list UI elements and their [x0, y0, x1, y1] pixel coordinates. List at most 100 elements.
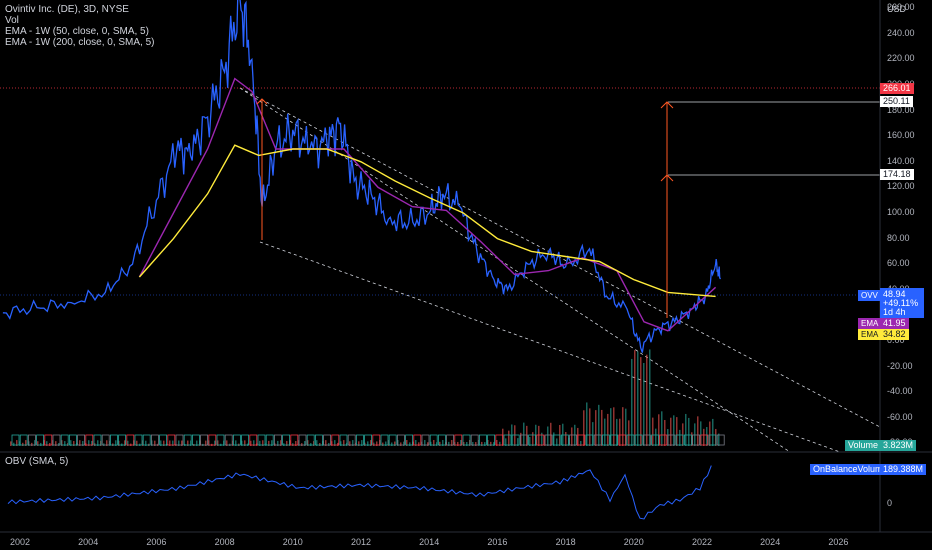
earnings-marker[interactable] — [60, 434, 69, 446]
earnings-marker[interactable] — [249, 434, 258, 446]
earnings-marker[interactable] — [708, 434, 717, 446]
obv-legend[interactable]: OBV (SMA, 5) — [5, 456, 69, 467]
earnings-marker[interactable] — [306, 434, 315, 446]
earnings-marker[interactable] — [700, 434, 709, 446]
earnings-marker[interactable] — [134, 434, 143, 446]
earnings-marker[interactable] — [429, 434, 438, 446]
earnings-marker[interactable] — [692, 434, 700, 446]
earnings-marker[interactable] — [175, 434, 184, 446]
earnings-marker[interactable] — [462, 434, 471, 446]
earnings-marker[interactable] — [610, 434, 618, 446]
earnings-marker[interactable] — [626, 434, 635, 446]
earnings-marker[interactable] — [618, 434, 627, 446]
earnings-marker[interactable] — [85, 434, 94, 446]
volume-bar — [640, 357, 642, 446]
earnings-marker[interactable] — [396, 434, 405, 446]
earnings-marker[interactable] — [503, 434, 512, 446]
earnings-marker[interactable] — [561, 434, 569, 446]
earnings-marker[interactable] — [372, 434, 381, 446]
earnings-marker[interactable] — [544, 434, 553, 446]
earnings-marker[interactable] — [552, 434, 561, 446]
ema50-line[interactable] — [138, 77, 717, 332]
earnings-marker[interactable] — [405, 434, 414, 446]
earnings-marker[interactable] — [634, 434, 643, 446]
earnings-marker[interactable] — [36, 434, 44, 446]
earnings-marker[interactable] — [659, 434, 668, 446]
vol-legend[interactable]: Vol — [5, 15, 19, 26]
earnings-marker[interactable] — [298, 434, 307, 446]
earnings-marker[interactable] — [101, 434, 110, 446]
earnings-marker[interactable] — [593, 434, 602, 446]
arrow-2008-head — [256, 98, 268, 105]
earnings-marker[interactable] — [528, 434, 536, 446]
earnings-marker[interactable] — [520, 434, 528, 446]
earnings-marker[interactable] — [347, 434, 356, 446]
symbol-title[interactable]: Ovintiv Inc. (DE), 3D, NYSE — [5, 4, 129, 15]
earnings-marker[interactable] — [216, 434, 225, 446]
earnings-marker[interactable] — [323, 434, 332, 446]
earnings-marker[interactable] — [602, 434, 610, 446]
ema50-legend[interactable]: EMA - 1W (50, close, 0, SMA, 5) — [5, 26, 149, 37]
earnings-marker[interactable] — [77, 434, 85, 446]
earnings-marker[interactable] — [273, 434, 282, 446]
earnings-marker[interactable] — [290, 434, 299, 446]
earnings-marker[interactable] — [355, 434, 364, 446]
earnings-marker[interactable] — [167, 434, 176, 446]
earnings-marker[interactable] — [364, 434, 373, 446]
earnings-marker[interactable] — [200, 434, 209, 446]
earnings-marker[interactable] — [44, 434, 53, 446]
earnings-marker[interactable] — [183, 434, 192, 446]
earnings-marker[interactable] — [52, 434, 61, 446]
earnings-marker[interactable] — [27, 434, 36, 446]
earnings-marker[interactable] — [651, 434, 659, 446]
earnings-marker[interactable] — [69, 434, 77, 446]
earnings-marker[interactable] — [380, 434, 389, 446]
earnings-marker[interactable] — [191, 434, 200, 446]
obv-line[interactable] — [7, 465, 712, 520]
earnings-marker[interactable] — [282, 434, 291, 446]
earnings-marker[interactable] — [446, 434, 455, 446]
earnings-marker[interactable] — [208, 434, 217, 446]
earnings-marker[interactable] — [331, 434, 340, 446]
volume-bar — [31, 442, 33, 446]
earnings-marker[interactable] — [495, 434, 504, 446]
price-line[interactable] — [2, 0, 721, 353]
earnings-marker[interactable] — [667, 434, 676, 446]
earnings-marker[interactable] — [675, 434, 684, 446]
earnings-marker[interactable] — [224, 434, 233, 446]
ema200-line[interactable] — [138, 144, 716, 298]
earnings-marker[interactable] — [684, 434, 692, 446]
earnings-marker[interactable] — [339, 434, 348, 446]
earnings-marker[interactable] — [118, 434, 126, 446]
earnings-marker[interactable] — [437, 434, 446, 446]
earnings-marker[interactable] — [569, 434, 577, 446]
earnings-marker[interactable] — [232, 434, 241, 446]
earnings-marker[interactable] — [585, 434, 594, 446]
earnings-marker[interactable] — [150, 434, 159, 446]
earnings-marker[interactable] — [110, 434, 118, 446]
ema200-legend[interactable]: EMA - 1W (200, close, 0, SMA, 5) — [5, 37, 155, 48]
earnings-marker[interactable] — [388, 434, 397, 446]
earnings-marker[interactable] — [454, 434, 463, 446]
earnings-marker[interactable] — [265, 434, 274, 446]
earnings-marker[interactable] — [577, 434, 586, 446]
earnings-marker[interactable] — [716, 434, 725, 446]
earnings-marker[interactable] — [470, 434, 479, 446]
earnings-marker[interactable] — [126, 434, 135, 446]
earnings-marker[interactable] — [536, 434, 545, 446]
earnings-marker[interactable] — [421, 434, 430, 446]
earnings-marker[interactable] — [93, 434, 102, 446]
earnings-marker[interactable] — [314, 434, 323, 446]
earnings-marker[interactable] — [257, 434, 266, 446]
earnings-marker[interactable] — [19, 434, 28, 446]
earnings-marker[interactable] — [487, 434, 496, 446]
earnings-marker[interactable] — [159, 434, 168, 446]
earnings-marker[interactable] — [11, 434, 20, 446]
earnings-marker[interactable] — [478, 434, 487, 446]
earnings-marker[interactable] — [241, 434, 250, 446]
earnings-marker[interactable] — [511, 434, 520, 446]
earnings-marker[interactable] — [413, 434, 422, 446]
earnings-marker[interactable] — [142, 434, 151, 446]
earnings-marker[interactable] — [643, 434, 651, 446]
